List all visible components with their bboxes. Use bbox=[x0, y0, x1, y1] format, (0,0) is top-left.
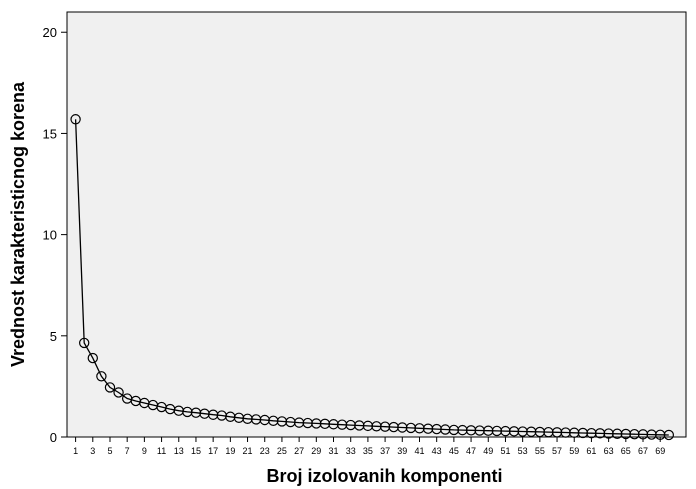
data-point bbox=[113, 387, 124, 398]
x-tick-label: 41 bbox=[414, 446, 424, 456]
y-tick-label: 0 bbox=[50, 430, 57, 445]
x-tick-label: 7 bbox=[125, 446, 130, 456]
x-tick-label: 61 bbox=[586, 446, 596, 456]
x-tick-label: 27 bbox=[294, 446, 304, 456]
x-tick-label: 29 bbox=[311, 446, 321, 456]
x-tick-label: 65 bbox=[621, 446, 631, 456]
data-point bbox=[96, 371, 107, 382]
x-tick-label: 57 bbox=[552, 446, 562, 456]
data-points bbox=[70, 114, 675, 441]
x-tick-label: 67 bbox=[638, 446, 648, 456]
x-axis-title: Broj izolovanih komponenti bbox=[266, 466, 502, 486]
y-axis-title: Vrednost karakteristicnog korena bbox=[8, 81, 28, 367]
y-tick-label: 5 bbox=[50, 329, 57, 344]
x-tick-label: 63 bbox=[604, 446, 614, 456]
x-tick-label: 43 bbox=[432, 446, 442, 456]
x-tick-label: 13 bbox=[174, 446, 184, 456]
x-tick-label: 31 bbox=[329, 446, 339, 456]
x-tick-label: 35 bbox=[363, 446, 373, 456]
x-tick-label: 23 bbox=[260, 446, 270, 456]
y-axis: 0 5 10 15 20 bbox=[43, 25, 67, 445]
data-point bbox=[104, 382, 116, 393]
x-tick-label: 25 bbox=[277, 446, 287, 456]
x-tick-label: 37 bbox=[380, 446, 390, 456]
x-tick-label: 11 bbox=[157, 446, 166, 456]
plot-area bbox=[66, 11, 687, 438]
y-tick-label: 10 bbox=[43, 228, 57, 243]
x-tick-label: 55 bbox=[535, 446, 545, 456]
y-tick-label: 15 bbox=[43, 126, 57, 141]
data-point bbox=[663, 429, 675, 441]
x-tick-label: 69 bbox=[655, 446, 665, 456]
x-tick-label: 19 bbox=[225, 446, 235, 456]
x-tick-label: 49 bbox=[483, 446, 493, 456]
x-tick-label: 15 bbox=[191, 446, 201, 456]
data-point bbox=[70, 114, 81, 125]
x-tick-label: 33 bbox=[346, 446, 356, 456]
x-axis: 1 3 5 7 9 11 13 15 17 19 21 23 25 27 29 31 33 35 37 39 41 43 4… bbox=[73, 437, 665, 456]
x-tick-label: 51 bbox=[500, 446, 510, 456]
data-point bbox=[78, 337, 90, 349]
x-tick-label: 3 bbox=[90, 446, 95, 456]
x-tick-label: 45 bbox=[449, 446, 459, 456]
x-tick-label: 9 bbox=[142, 446, 147, 456]
x-tick-label: 1 bbox=[73, 446, 78, 456]
x-tick-label: 39 bbox=[397, 446, 407, 456]
x-tick-label: 21 bbox=[243, 446, 253, 456]
x-tick-label: 53 bbox=[518, 446, 528, 456]
x-tick-label: 5 bbox=[107, 446, 112, 456]
x-tick-label: 17 bbox=[208, 446, 218, 456]
data-point bbox=[87, 352, 98, 364]
y-tick-label: 20 bbox=[43, 25, 57, 40]
x-tick-label: 59 bbox=[569, 446, 579, 456]
x-tick-label: 47 bbox=[466, 446, 476, 456]
